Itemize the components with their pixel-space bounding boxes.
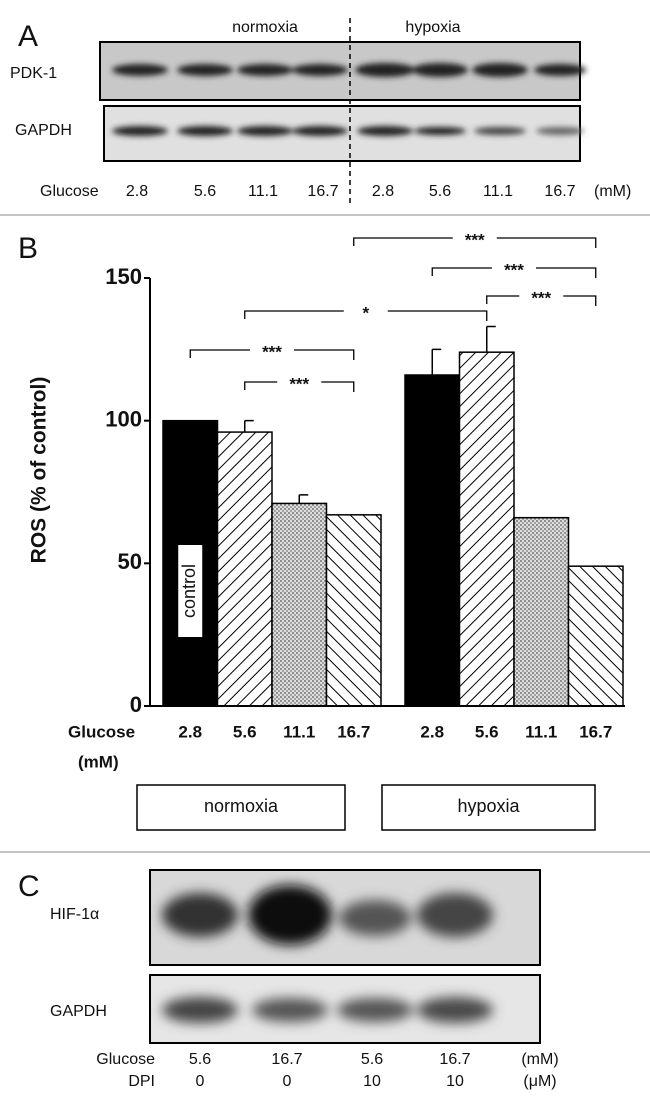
panel-label: C	[18, 870, 40, 903]
bar	[567, 565, 624, 707]
x-tick-label: 2.8	[420, 722, 444, 741]
bar	[216, 431, 273, 707]
row-label: GAPDH	[50, 1003, 107, 1020]
condition-value: 10	[446, 1073, 464, 1090]
significance-label: ***	[289, 374, 309, 393]
y-tick-label: 0	[130, 692, 142, 717]
lane-label: 16.7	[544, 183, 575, 200]
significance-label: ***	[262, 342, 282, 361]
bar	[271, 502, 328, 707]
error-bar	[298, 494, 309, 504]
row-label: PDK-1	[10, 65, 57, 82]
bar	[458, 351, 515, 707]
significance-label: *	[362, 303, 369, 322]
significance-bg	[277, 374, 322, 390]
y-axis-title: ROS (% of control)	[28, 377, 51, 564]
condition-label: normoxia	[232, 19, 298, 36]
axis-label: Glucose	[40, 183, 99, 200]
error-bar	[244, 419, 254, 433]
error-bar	[431, 348, 442, 376]
condition-value: 5.6	[361, 1051, 383, 1068]
x-axis-unit: (mM)	[78, 752, 119, 771]
x-tick-label: 11.1	[283, 722, 315, 741]
lane-label: 5.6	[194, 183, 216, 200]
condition-value: 0	[196, 1073, 205, 1090]
x-tick-label: 5.6	[233, 722, 257, 741]
category-box	[381, 784, 596, 831]
condition-value: 0	[283, 1073, 292, 1090]
x-tick-label: 2.8	[178, 722, 202, 741]
panel-label: A	[18, 20, 38, 53]
annotation-box	[178, 545, 203, 637]
significance-bg	[492, 260, 536, 276]
panel-label: B	[18, 232, 38, 265]
y-tick-label: 50	[118, 549, 142, 574]
condition-unit: (μM)	[523, 1073, 556, 1090]
condition-unit: (mM)	[521, 1051, 558, 1068]
lane-label: 2.8	[372, 183, 394, 200]
blot-bands	[162, 885, 493, 1023]
condition-name: DPI	[128, 1073, 155, 1090]
x-tick-label: 5.6	[475, 722, 499, 741]
category-label: hypoxia	[457, 796, 520, 816]
category-box	[136, 784, 346, 831]
y-tick-label: 150	[105, 264, 142, 289]
annotation: control	[179, 564, 199, 618]
bar	[404, 374, 461, 707]
condition-label: hypoxia	[405, 19, 460, 36]
y-tick-label: 100	[105, 406, 142, 431]
condition-value: 10	[363, 1073, 381, 1090]
lane-label: 5.6	[429, 183, 451, 200]
row-label: HIF-1α	[50, 906, 99, 923]
unit: (mM)	[594, 183, 631, 200]
x-axis-title: Glucose	[68, 722, 135, 741]
x-tick-label: 11.1	[525, 722, 557, 741]
significance-bg	[343, 303, 388, 319]
lane-label: 2.8	[126, 183, 148, 200]
row-label: GAPDH	[15, 122, 72, 139]
significance-label: ***	[465, 230, 485, 249]
x-tick-label: 16.7	[579, 722, 612, 741]
significance-label: ***	[504, 260, 524, 279]
condition-name: Glucose	[96, 1051, 155, 1068]
x-tick-label: 16.7	[337, 722, 370, 741]
lane-label: 11.1	[248, 183, 278, 200]
condition-value: 16.7	[271, 1051, 302, 1068]
lane-label: 11.1	[483, 183, 513, 200]
significance-bg	[250, 342, 294, 358]
blot-bands	[112, 63, 586, 136]
condition-value: 5.6	[189, 1051, 211, 1068]
condition-value: 16.7	[439, 1051, 470, 1068]
category-label: normoxia	[204, 796, 279, 816]
bar	[513, 516, 570, 707]
significance-bg	[519, 288, 564, 304]
significance-bg	[452, 230, 497, 246]
lane-label: 16.7	[307, 183, 338, 200]
bar	[325, 514, 382, 707]
significance-label: ***	[531, 288, 551, 307]
error-bar	[486, 325, 496, 353]
